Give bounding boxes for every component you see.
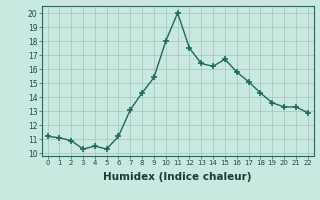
- X-axis label: Humidex (Indice chaleur): Humidex (Indice chaleur): [103, 172, 252, 182]
